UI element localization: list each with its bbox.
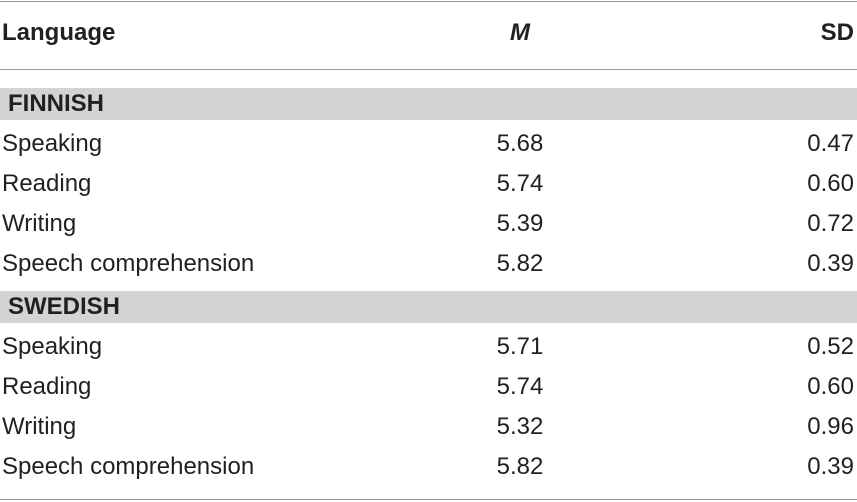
- table-row: Speaking 5.68 0.47: [0, 124, 857, 164]
- row-mean: 5.71: [496, 333, 544, 360]
- header-language: Language: [2, 19, 116, 46]
- row-mean: 5.32: [496, 413, 544, 440]
- row-sd: 0.96: [807, 413, 854, 440]
- row-sd: 0.72: [807, 210, 854, 237]
- row-language: Speaking: [2, 333, 103, 360]
- table-bottom-rule: [0, 499, 857, 500]
- row-mean: 5.68: [496, 130, 544, 157]
- row-sd: 0.39: [807, 250, 854, 277]
- table-row: Writing 5.32 0.96: [0, 407, 857, 447]
- row-language: Reading: [2, 170, 92, 197]
- header-sd: SD: [820, 19, 854, 46]
- table-row: Speech comprehension 5.82 0.39: [0, 244, 857, 284]
- table-row: Reading 5.74 0.60: [0, 367, 857, 407]
- row-language: Writing: [2, 210, 77, 237]
- table-row: Speech comprehension 5.82 0.39: [0, 447, 857, 487]
- row-mean: 5.39: [496, 210, 544, 237]
- row-language: Speaking: [2, 130, 103, 157]
- table-row: Reading 5.74 0.60: [0, 164, 857, 204]
- row-mean: 5.74: [496, 170, 544, 197]
- row-mean: 5.82: [496, 250, 544, 277]
- row-mean: 5.82: [496, 453, 544, 480]
- row-language: Speech comprehension: [2, 250, 255, 277]
- header-rule: [0, 69, 857, 70]
- header-mean: M: [510, 19, 530, 46]
- row-sd: 0.52: [807, 333, 854, 360]
- row-language: Writing: [2, 413, 77, 440]
- group-header-finnish: FINNISH: [0, 88, 857, 120]
- group-label: SWEDISH: [8, 293, 121, 320]
- group-header-swedish: SWEDISH: [0, 291, 857, 323]
- table-row: Writing 5.39 0.72: [0, 204, 857, 244]
- row-sd: 0.39: [807, 453, 854, 480]
- group-label: FINNISH: [8, 90, 104, 117]
- table-top-rule: [0, 1, 857, 2]
- table-header-row: Language M SD: [0, 14, 857, 52]
- row-language: Reading: [2, 373, 92, 400]
- row-sd: 0.47: [807, 130, 854, 157]
- row-language: Speech comprehension: [2, 453, 255, 480]
- row-sd: 0.60: [807, 373, 854, 400]
- row-sd: 0.60: [807, 170, 854, 197]
- row-mean: 5.74: [496, 373, 544, 400]
- table-row: Speaking 5.71 0.52: [0, 327, 857, 367]
